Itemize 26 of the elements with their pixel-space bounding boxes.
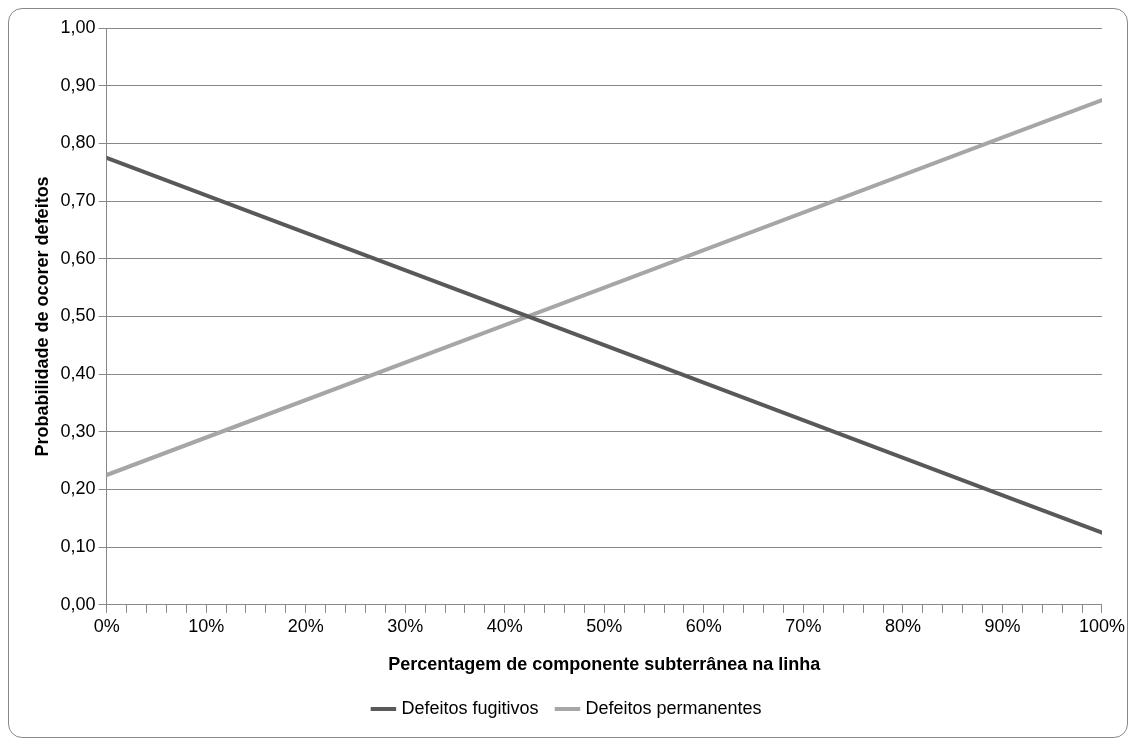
legend-label: Defeitos permanentes — [585, 697, 762, 718]
x-tick-label: 10% — [188, 615, 225, 636]
x-tick-label: 20% — [287, 615, 324, 636]
x-axis-title: Percentagem de componente subterrânea na linha — [388, 654, 822, 675]
x-tick-label: 40% — [486, 615, 523, 636]
x-tick-label: 80% — [884, 615, 921, 636]
x-tick-label: 30% — [387, 615, 424, 636]
legend-label: Defeitos fugitivos — [401, 697, 539, 718]
x-tick-label: 70% — [785, 615, 822, 636]
y-axis-title: Probabilidade de ocorer defeitos — [31, 176, 52, 457]
y-tick-label: 0,60 — [60, 247, 96, 268]
y-tick-label: 0,70 — [60, 190, 96, 211]
y-tick-label: 0,00 — [60, 593, 96, 614]
y-tick-label: 0,10 — [60, 536, 96, 557]
y-tick-label: 0,80 — [60, 132, 96, 153]
x-tick-label: 90% — [984, 615, 1021, 636]
y-tick-label: 0,20 — [60, 478, 96, 499]
x-tick-label: 60% — [685, 615, 722, 636]
x-tick-label: 0% — [93, 615, 120, 636]
y-tick-label: 1,00 — [60, 16, 96, 37]
y-tick-label: 0,30 — [60, 420, 96, 441]
y-tick-label: 0,50 — [60, 305, 96, 326]
y-tick-label: 0,40 — [60, 363, 96, 384]
x-tick-label: 100% — [1078, 615, 1125, 636]
x-tick-label: 50% — [586, 615, 623, 636]
y-tick-label: 0,90 — [60, 74, 96, 95]
